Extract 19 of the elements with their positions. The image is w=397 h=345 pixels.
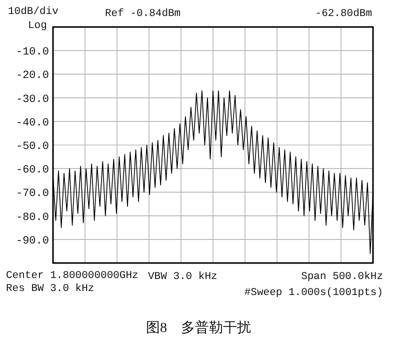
ytick: -60.0 [16,164,49,177]
annotation: Span 500.0kHz [301,271,383,283]
annotation: VBW 3.0 kHz [148,271,218,283]
annotation: Ref -0.84dBm [105,8,181,20]
annotation: Res BW 3.0 kHz [6,283,94,295]
ytick: -90.0 [16,235,49,248]
ytick: -80.0 [16,212,49,224]
ytick: -10.0 [16,46,49,59]
ytick: -20.0 [16,70,49,82]
ytick: -40.0 [16,117,49,130]
annotation: 10dB/div [8,6,58,18]
annotation: Center 1.800000000GHz [6,270,138,282]
ytick: -70.0 [16,188,49,200]
annotation: -62.80dBm [315,8,372,20]
annotation: #Sweep 1.000s(1001pts) [244,287,383,299]
annotation: Log [28,20,47,32]
ytick: -50.0 [16,141,49,153]
title: 图8 多普勒干扰 [146,321,251,336]
ytick: -30.0 [16,94,49,106]
